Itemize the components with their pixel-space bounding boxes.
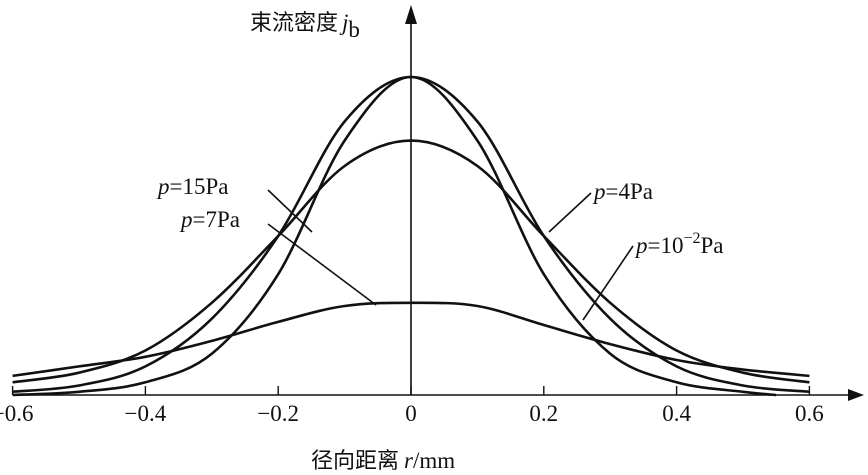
curve-15pa [12,301,810,378]
leader-10-2pa [582,245,634,321]
label-7pa: p=7Pa [179,207,240,232]
series-curves [12,75,810,397]
x-tick-label: 0.6 [795,401,824,426]
x-axis-arrow [848,389,864,401]
leader-15pa [267,189,313,233]
x-tick-label: 0 [405,401,417,426]
x-tick-label: −0.2 [257,401,299,426]
label-10-2pa: p=10−2Pa [634,230,724,258]
leader-4pa [548,192,592,233]
x-axis-title: 径向距离 r/mm [311,448,455,474]
x-tick-label: −0.6 [0,401,33,426]
x-ticks: −0.6 −0.4 −0.2 0 0.2 0.4 0.6 [0,386,824,426]
curve-4pa [12,75,810,394]
curve-7pa [12,139,810,384]
y-axis-title: 束流密度 jb [250,10,360,42]
y-axis-arrow [405,5,417,24]
label-15pa: p=15Pa [156,174,228,199]
x-tick-label: 0.4 [662,401,691,426]
label-4pa: p=4Pa [592,179,653,204]
x-tick-label: −0.4 [125,401,167,426]
leader-7pa [267,223,377,306]
x-tick-label: 0.2 [529,401,558,426]
leader-lines [267,189,634,321]
